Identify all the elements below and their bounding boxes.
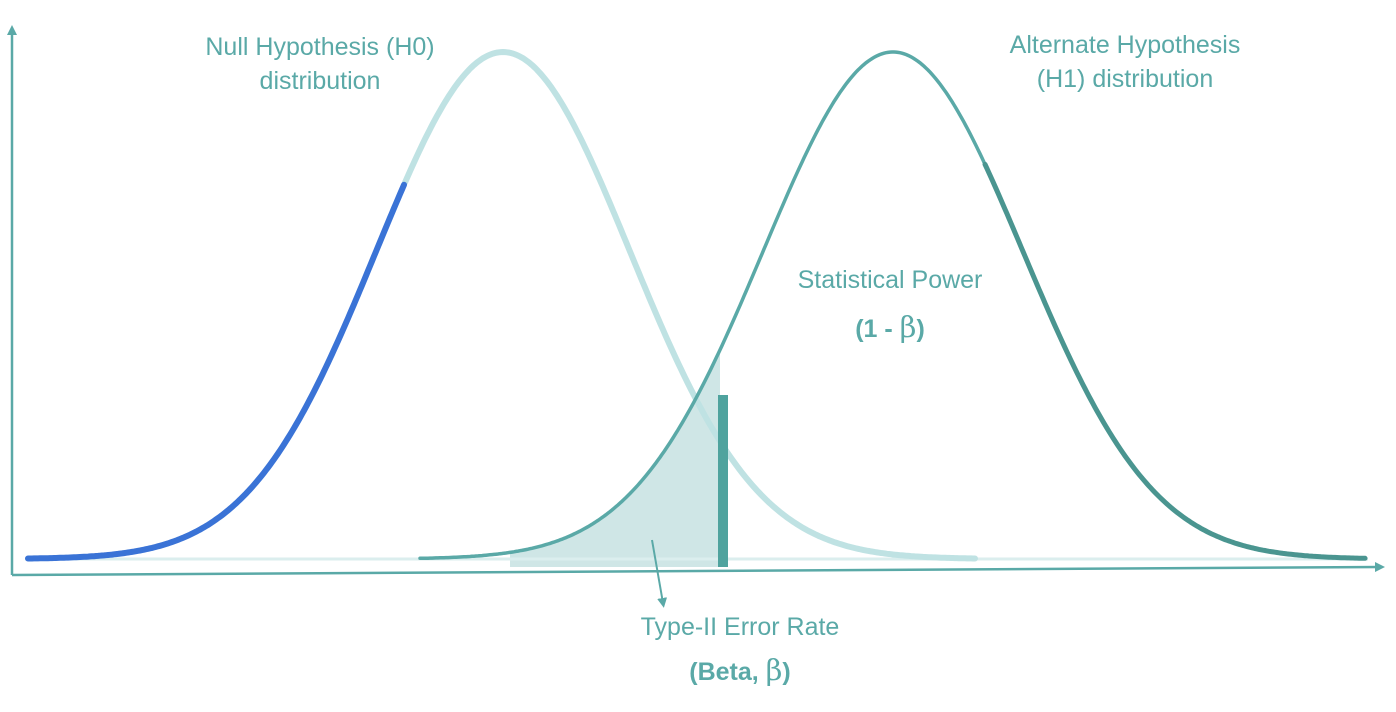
alternate-distribution-right-tail <box>982 161 1368 561</box>
beta-formula: (Beta, β) <box>640 652 840 690</box>
null-distribution-curve <box>402 48 978 562</box>
statistical-power-formula: (1 - β) <box>820 310 960 346</box>
beta-symbol: β <box>899 310 917 344</box>
critical-value-line <box>718 395 728 567</box>
beta-prefix: (Beta, <box>689 658 766 686</box>
x-axis <box>11 562 1385 577</box>
beta-pointer-arrow <box>651 539 668 608</box>
type-ii-error-label: Type-II Error Rate <box>640 613 840 641</box>
alt-label-line2: (H1) distribution <box>1036 65 1214 93</box>
null-distribution-label: Null Hypothesis (H0) distribution <box>155 30 485 98</box>
beta-suffix: ) <box>782 658 791 686</box>
power-prefix: (1 - <box>855 315 900 343</box>
statistical-power-label: Statistical Power <box>797 266 983 294</box>
null-label-line2: distribution <box>259 67 381 95</box>
null-label-line1: Null Hypothesis (H0) <box>205 33 435 61</box>
alt-label-line1: Alternate Hypothesis <box>1009 31 1241 59</box>
null-distribution-left-tail <box>25 181 407 562</box>
type-ii-error-region <box>510 349 720 567</box>
alternate-distribution-label: Alternate Hypothesis (H1) distribution <box>960 28 1290 96</box>
alternate-distribution-curve <box>418 50 986 561</box>
beta-symbol: β <box>765 653 783 687</box>
power-suffix: ) <box>916 315 925 343</box>
